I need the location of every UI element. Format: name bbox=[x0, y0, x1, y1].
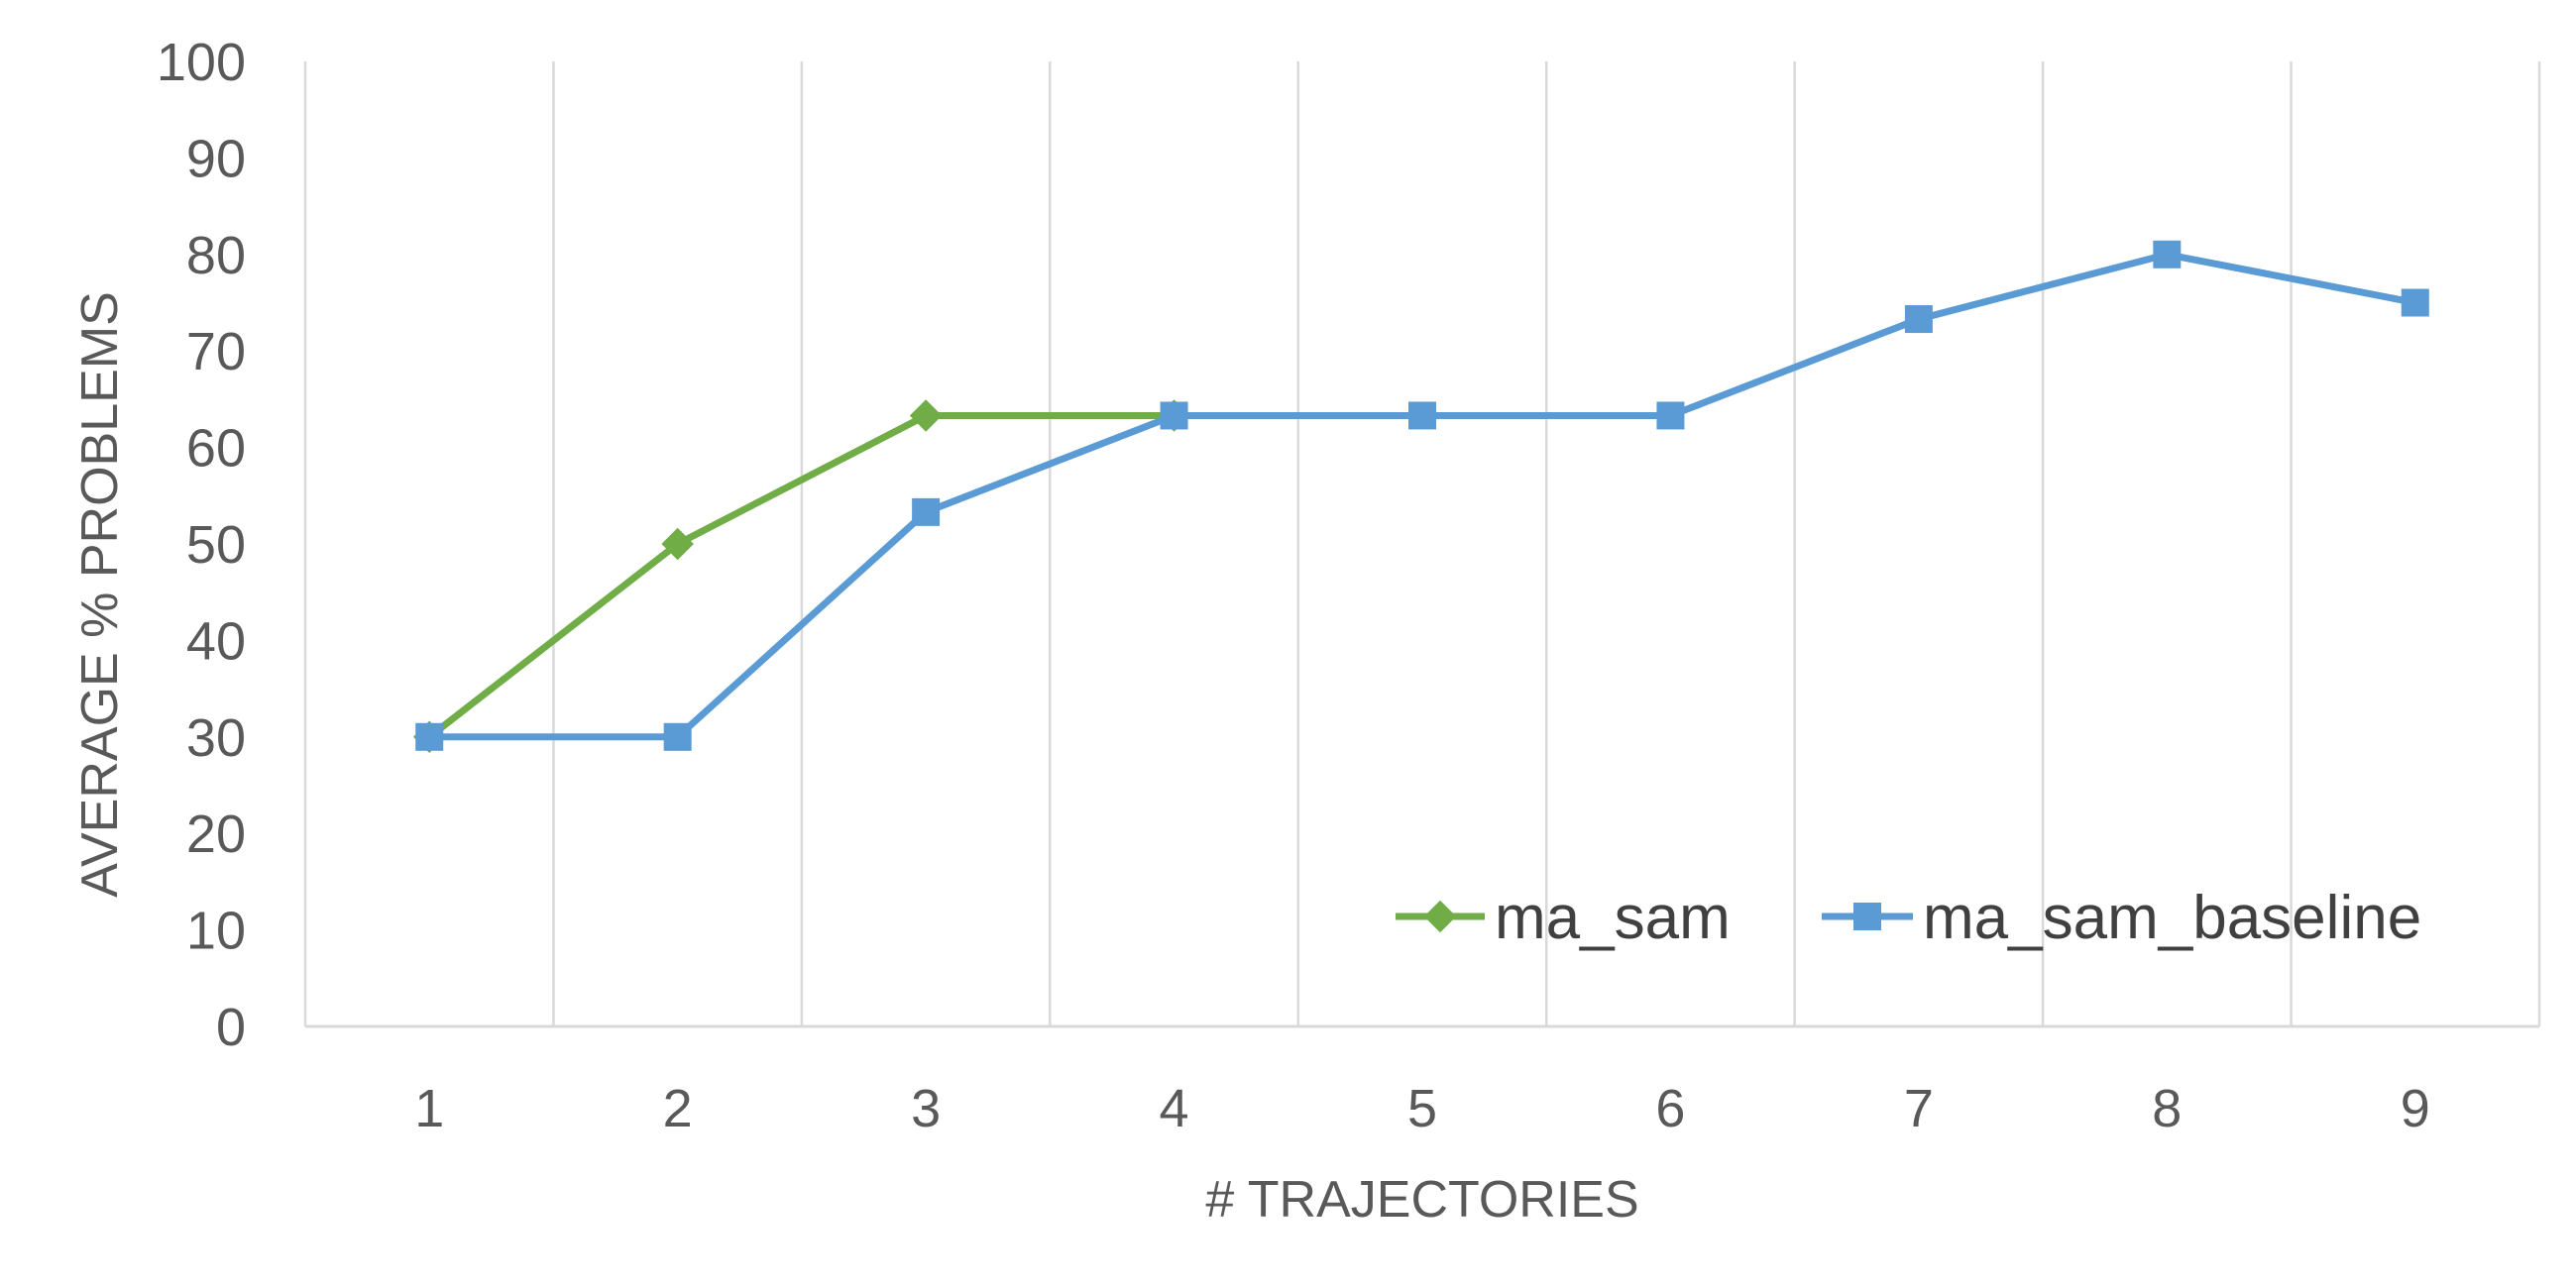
series-lines bbox=[412, 240, 2429, 754]
y-tick-label: 10 bbox=[186, 902, 246, 961]
y-axis-title: AVERAGE % PROBLEMS bbox=[71, 291, 129, 898]
y-tick-label: 100 bbox=[157, 33, 246, 92]
x-tick-label: 6 bbox=[1655, 1079, 1685, 1138]
legend-marker bbox=[1423, 900, 1457, 933]
x-axis-title: # TRAJECTORIES bbox=[1205, 1171, 1638, 1229]
x-tick-label: 8 bbox=[2152, 1079, 2182, 1138]
y-tick-label: 90 bbox=[186, 129, 246, 188]
legend-label: ma_sam_baseline bbox=[1923, 884, 2421, 952]
data-point-ma_sam_baseline bbox=[1904, 305, 1933, 334]
series-line-ma_sam_baseline bbox=[429, 251, 2416, 741]
data-point-ma_sam_baseline bbox=[1656, 401, 1685, 430]
y-tick-label: 30 bbox=[186, 708, 246, 768]
data-point-ma_sam_baseline bbox=[2401, 288, 2429, 317]
data-point-ma_sam_baseline bbox=[912, 497, 941, 526]
data-point-ma_sam_baseline bbox=[663, 722, 692, 751]
legend-item-ma_sam_baseline: ma_sam_baseline bbox=[1822, 884, 2421, 952]
legend: ma_sam ma_sam_baseline bbox=[1396, 884, 2421, 952]
y-tick-label: 50 bbox=[186, 515, 246, 575]
series-line-ma_sam bbox=[427, 411, 1175, 740]
data-point-ma_sam_baseline bbox=[2153, 240, 2182, 268]
y-tick-label: 70 bbox=[186, 322, 246, 381]
x-tick-label: 7 bbox=[1904, 1079, 1934, 1138]
y-tick-label: 40 bbox=[186, 611, 246, 671]
data-point-ma_sam bbox=[909, 399, 943, 432]
x-tick-label: 4 bbox=[1160, 1079, 1189, 1138]
legend-item-ma_sam: ma_sam bbox=[1396, 884, 1731, 952]
x-tick-label: 5 bbox=[1407, 1079, 1437, 1138]
legend-marker bbox=[1853, 903, 1881, 930]
y-tick-label: 60 bbox=[186, 419, 246, 479]
x-tick-label: 9 bbox=[2401, 1079, 2430, 1138]
data-point-ma_sam_baseline bbox=[1408, 401, 1436, 430]
y-tick-label: 80 bbox=[186, 226, 246, 285]
x-tick-label: 2 bbox=[663, 1079, 693, 1138]
grid-lines bbox=[303, 61, 2541, 1026]
x-tick-label: 3 bbox=[911, 1079, 941, 1138]
series-ma_sam_baseline bbox=[415, 240, 2429, 751]
data-point-ma_sam bbox=[661, 527, 694, 561]
x-tick-labels: 1 2 3 4 5 6 7 8 9 bbox=[414, 1079, 2430, 1138]
y-tick-label: 20 bbox=[186, 805, 246, 864]
y-tick-label: 0 bbox=[216, 998, 246, 1057]
y-tick-labels: 0 10 20 30 40 50 60 70 80 90 100 bbox=[157, 33, 246, 1057]
x-tick-label: 1 bbox=[414, 1079, 444, 1138]
data-point-ma_sam_baseline bbox=[415, 722, 444, 751]
legend-label: ma_sam bbox=[1495, 884, 1731, 952]
data-point-ma_sam_baseline bbox=[1160, 401, 1188, 430]
